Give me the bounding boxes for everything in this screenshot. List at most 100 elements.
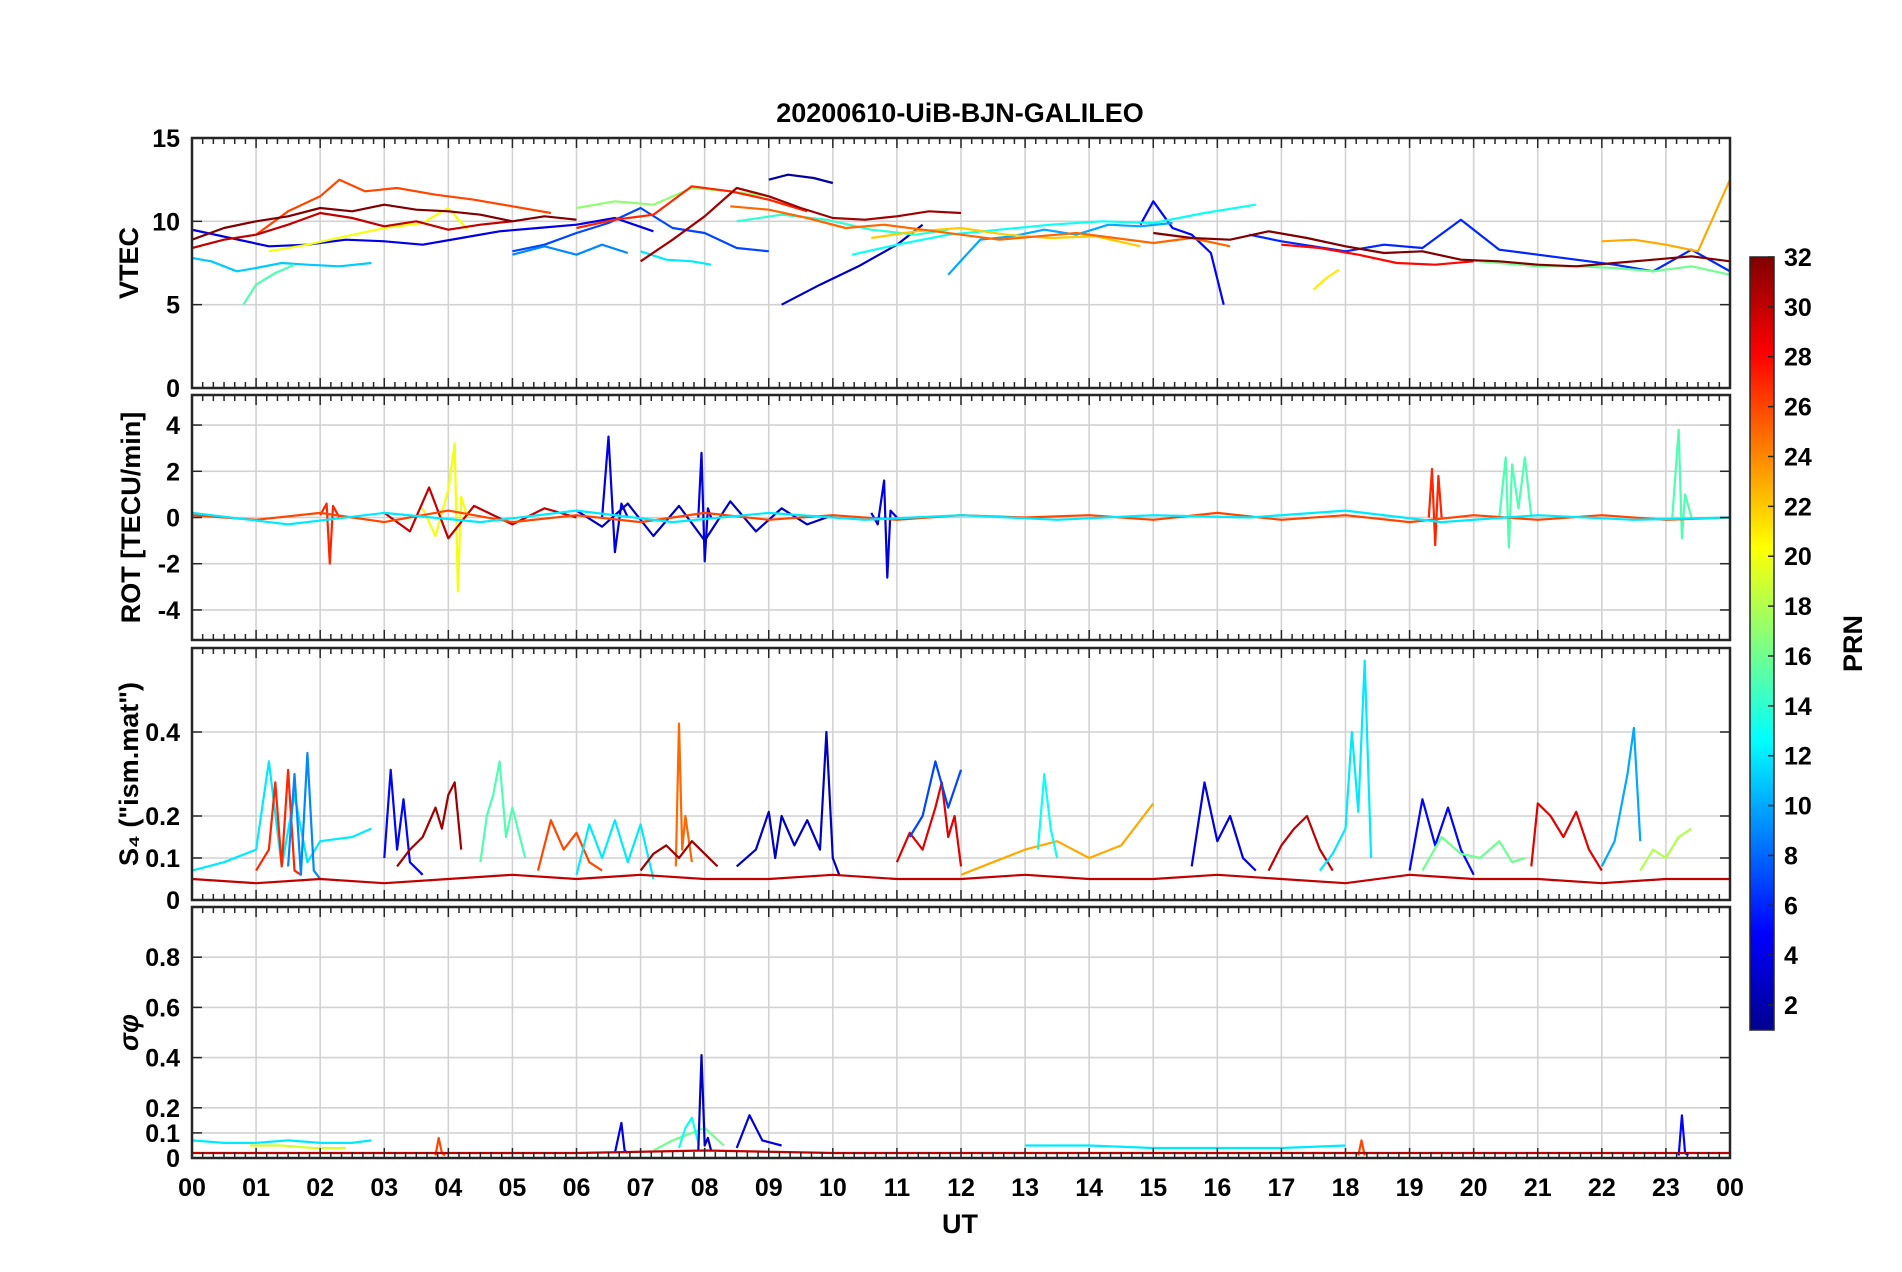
x-tick-label: 15 (1139, 1174, 1167, 1202)
s4-series-prn-4 (1190, 781, 1257, 872)
chart-title: 20200610-UiB-BJN-GALILEO (776, 98, 1144, 128)
x-tick-label: 19 (1396, 1174, 1424, 1202)
s4-y-tick-label: 0.2 (145, 803, 180, 831)
sigma_phi-y-tick-label: 0.6 (145, 994, 180, 1022)
vtec-series-prn-30 (192, 211, 513, 250)
x-tick-label: 13 (1011, 1174, 1039, 1202)
vtec-series-prn-5 (1139, 200, 1225, 305)
s4-y-tick-label: 0.1 (145, 845, 180, 873)
vtec-y-tick-label: 10 (152, 208, 180, 236)
sigma_phi-series-prn-4 (613, 1121, 629, 1154)
s4-series-prn-26 (536, 819, 603, 872)
sigma_phi-series-prn-5 (1677, 1114, 1689, 1157)
x-tick-label: 07 (627, 1174, 655, 1202)
rot-series-prn-20 (421, 442, 469, 593)
x-tick-label: 02 (306, 1174, 334, 1202)
s4-y-tick-label: 0 (166, 887, 180, 915)
vtec-series-prn-12 (640, 250, 712, 266)
s4-series-prn-5 (383, 768, 424, 876)
sigma_phi-y-tick-label: 0.2 (145, 1095, 180, 1123)
vtec-series-prn-13 (851, 203, 1256, 256)
vtec-series-prn-28 (1281, 243, 1474, 266)
x-tick-label: 11 (884, 1174, 911, 1202)
x-tick-label: 17 (1268, 1174, 1296, 1202)
vtec-y-tick-label: 15 (152, 125, 180, 153)
x-axis: 00 01 02 03 04 05 06 07 08 09 10 11 12 13 14 15 16 17 18 19… (178, 1174, 1744, 1202)
s4-y-axis-label: S₄ ("ism.mat") (114, 682, 144, 866)
vtec-series-prn-21 (1312, 268, 1340, 291)
rot-series-group (192, 428, 1730, 593)
colorbar-gradient (1749, 256, 1775, 1031)
panel-rot: -4 -2 0 2 4 ROT [TECU/min] (116, 393, 1732, 642)
rot-series-prn-15 (1498, 456, 1533, 549)
vtec-y-axis-label: VTEC (114, 227, 144, 299)
colorbar-tick-label: 16 (1784, 643, 1812, 671)
vtec-series-prn-20 (268, 206, 469, 253)
s4-series-prn-25 (674, 722, 693, 867)
panel-vtec: 0 5 10 15 VTEC (114, 125, 1732, 403)
vtec-series-prn-3 (781, 223, 924, 306)
sigma_phi-y-axis-label: σφ (114, 1014, 144, 1051)
colorbar-tick-label: 14 (1784, 693, 1812, 721)
rot-y-tick-label: 0 (166, 505, 180, 533)
vtec-series-prn-23 (1601, 179, 1730, 253)
s4-series-prn-27 (255, 768, 302, 876)
sigma_phi-series-prn-26 (1357, 1139, 1366, 1156)
sigma_phi-series-prn-12 (1025, 1144, 1346, 1150)
rot-series-prn-27 (1427, 467, 1443, 547)
colorbar-tick-label: 4 (1784, 942, 1798, 970)
sigma_phi-series-prn-3 (697, 1053, 713, 1151)
rot-y-axis-label: ROT [TECU/min] (116, 412, 146, 623)
vtec-series-prn-14 (736, 213, 949, 236)
s4-series-group (192, 659, 1730, 885)
x-tick-label: 06 (563, 1174, 591, 1202)
panel-s4: 0 0.1 0.2 0.4S₄ ("ism.mat") (114, 646, 1732, 915)
s4-series-prn-7 (908, 760, 963, 838)
x-tick-label: 08 (691, 1174, 719, 1202)
colorbar-tick-label: 8 (1784, 842, 1798, 870)
s4-series-prn-12 (575, 819, 655, 880)
x-tick-label: 00 (1716, 1174, 1744, 1202)
x-tick-label: 23 (1652, 1174, 1680, 1202)
sigma_phi-series-prn-16 (652, 1126, 725, 1152)
vtec-y-tick-label: 0 (166, 375, 180, 403)
s4-series-prn-3 (735, 730, 841, 876)
vtec-series-prn-6 (1249, 218, 1730, 273)
rot-series-prn-27 (319, 502, 341, 565)
colorbar-tick-label: 30 (1784, 294, 1812, 322)
vtec-series-prn-31 (639, 186, 962, 263)
vtec-y-tick-label: 5 (166, 292, 180, 320)
sigma_phi-series-prn-12 (192, 1139, 372, 1145)
vtec-series-prn-32 (1153, 230, 1730, 268)
vtec-series-prn-2 (768, 173, 834, 185)
vtec-series-prn-7 (512, 206, 769, 253)
s4-series-prn-9 (287, 751, 322, 880)
x-tick-label: 01 (242, 1174, 270, 1202)
x-tick-label: 09 (755, 1174, 783, 1202)
colorbar-tick-label: 6 (1784, 892, 1798, 920)
rot-y-tick-label: -2 (158, 551, 180, 579)
s4-series-prn-13 (1036, 772, 1059, 859)
s4-series-prn-30 (1267, 814, 1334, 872)
vtec-series-prn-25 (730, 205, 1231, 248)
panel-sigma_phi: 00.10.2 0.4 0.6 0.8 σφ (114, 905, 1732, 1173)
vtec-series-group (192, 173, 1730, 306)
sigma_phi-series-prn-4 (735, 1114, 782, 1149)
s4-series-prn-12 (1319, 659, 1373, 872)
rot-series-prn-4 (870, 479, 898, 579)
s4-series-prn-10 (1600, 726, 1642, 867)
vtec-series-prn-4 (192, 216, 654, 248)
vtec-series-prn-26 (255, 178, 552, 236)
sigma_phi-series-prn-26 (434, 1136, 446, 1157)
vtec-series-prn-9 (512, 243, 629, 256)
colorbar-tick-label: 10 (1784, 793, 1812, 821)
rot-y-tick-label: 4 (166, 412, 180, 440)
colorbar-tick-label: 32 (1784, 244, 1812, 272)
x-tick-label: 05 (499, 1174, 527, 1202)
sigma_phi-series-prn-19 (249, 1144, 346, 1150)
s4-series-prn-30 (192, 873, 1730, 885)
vtec-series-prn-27 (576, 185, 808, 230)
x-tick-label: 18 (1332, 1174, 1360, 1202)
